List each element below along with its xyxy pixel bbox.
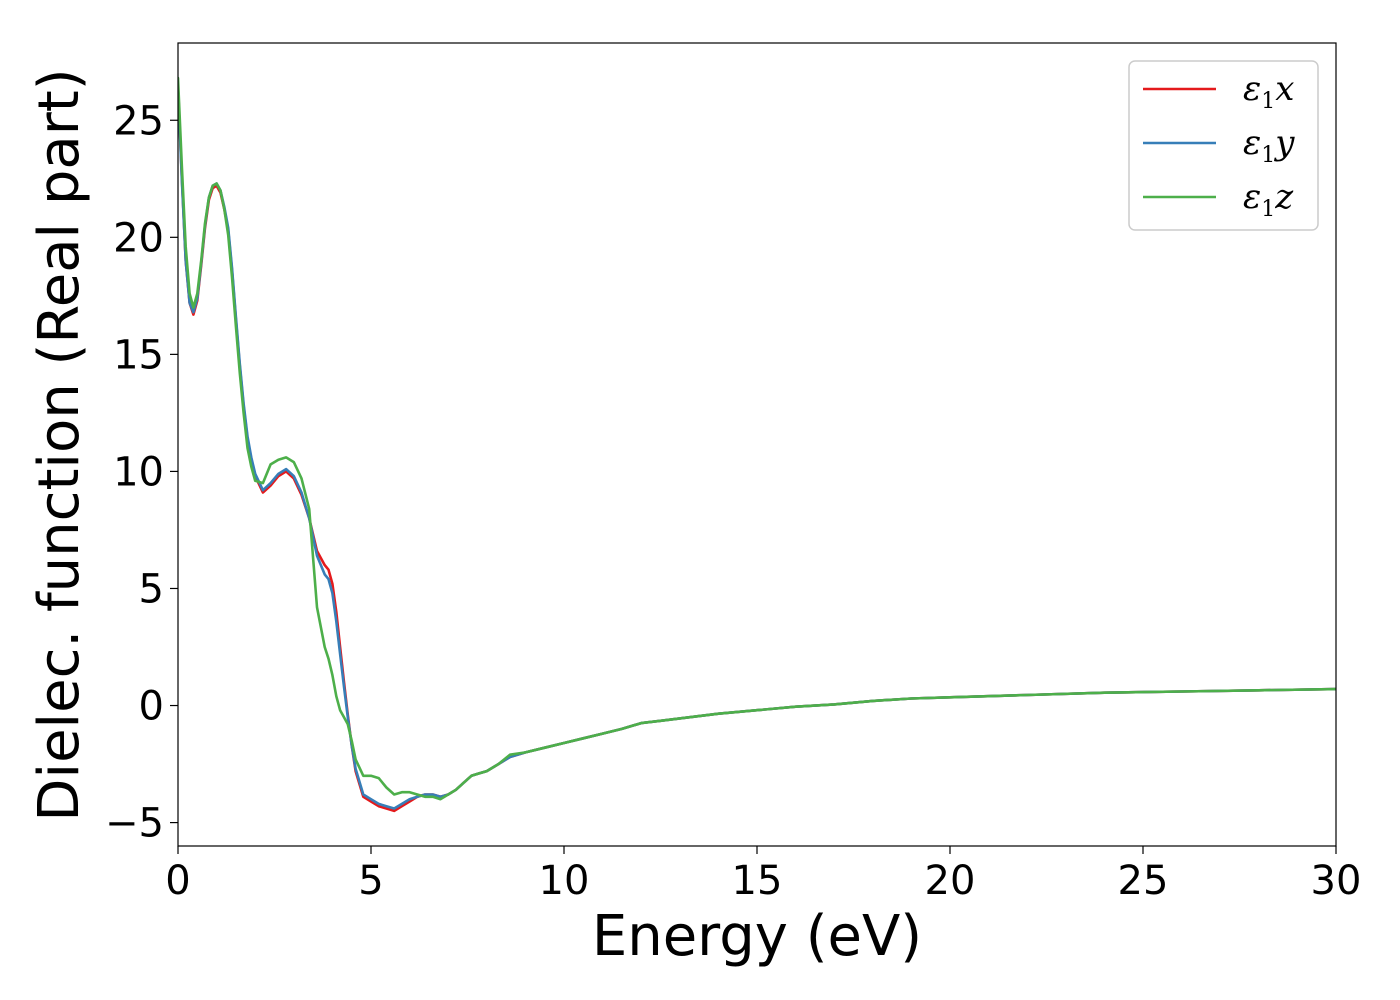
- legend-label-y: ε1y: [1243, 123, 1295, 168]
- y-tick-label: 25: [113, 98, 164, 144]
- y-axis-ticks: −5 0 5 10 15 20 25: [105, 98, 178, 847]
- legend-variable: x: [1275, 69, 1294, 109]
- legend-subscript: 1: [1261, 143, 1275, 168]
- legend-label-x: ε1x: [1243, 69, 1294, 114]
- x-tick-label: 5: [358, 858, 383, 904]
- series-line-z: [178, 76, 1336, 801]
- x-axis-title: Energy (eV): [592, 904, 922, 969]
- y-tick-label: 5: [139, 566, 164, 612]
- legend-symbol: ε: [1243, 123, 1261, 163]
- y-axis-title: Dielec. function (Real part): [27, 68, 92, 821]
- legend-label-z: ε1z: [1243, 177, 1294, 222]
- legend-box: [1128, 60, 1319, 231]
- x-tick-label: 15: [732, 858, 783, 904]
- legend-symbol: ε: [1243, 69, 1261, 109]
- legend-variable: z: [1274, 177, 1294, 217]
- x-axis-ticks: 0 5 10 15 20 25 30: [165, 846, 1361, 904]
- y-tick-label: 20: [113, 215, 164, 261]
- y-tick-label: 0: [139, 684, 164, 730]
- y-tick-label: 15: [113, 332, 164, 378]
- x-tick-label: 20: [925, 858, 976, 904]
- legend-variable: y: [1273, 123, 1295, 163]
- x-tick-label: 10: [539, 858, 590, 904]
- series-layer: [178, 76, 1336, 813]
- x-tick-label: 30: [1311, 858, 1362, 904]
- legend-symbol: ε: [1243, 177, 1261, 217]
- x-tick-label: 25: [1118, 858, 1169, 904]
- y-tick-label: −5: [105, 801, 164, 847]
- x-tick-label: 0: [165, 858, 190, 904]
- y-tick-label: 10: [113, 449, 164, 495]
- legend-subscript: 1: [1261, 197, 1275, 222]
- legend-subscript: 1: [1261, 89, 1275, 114]
